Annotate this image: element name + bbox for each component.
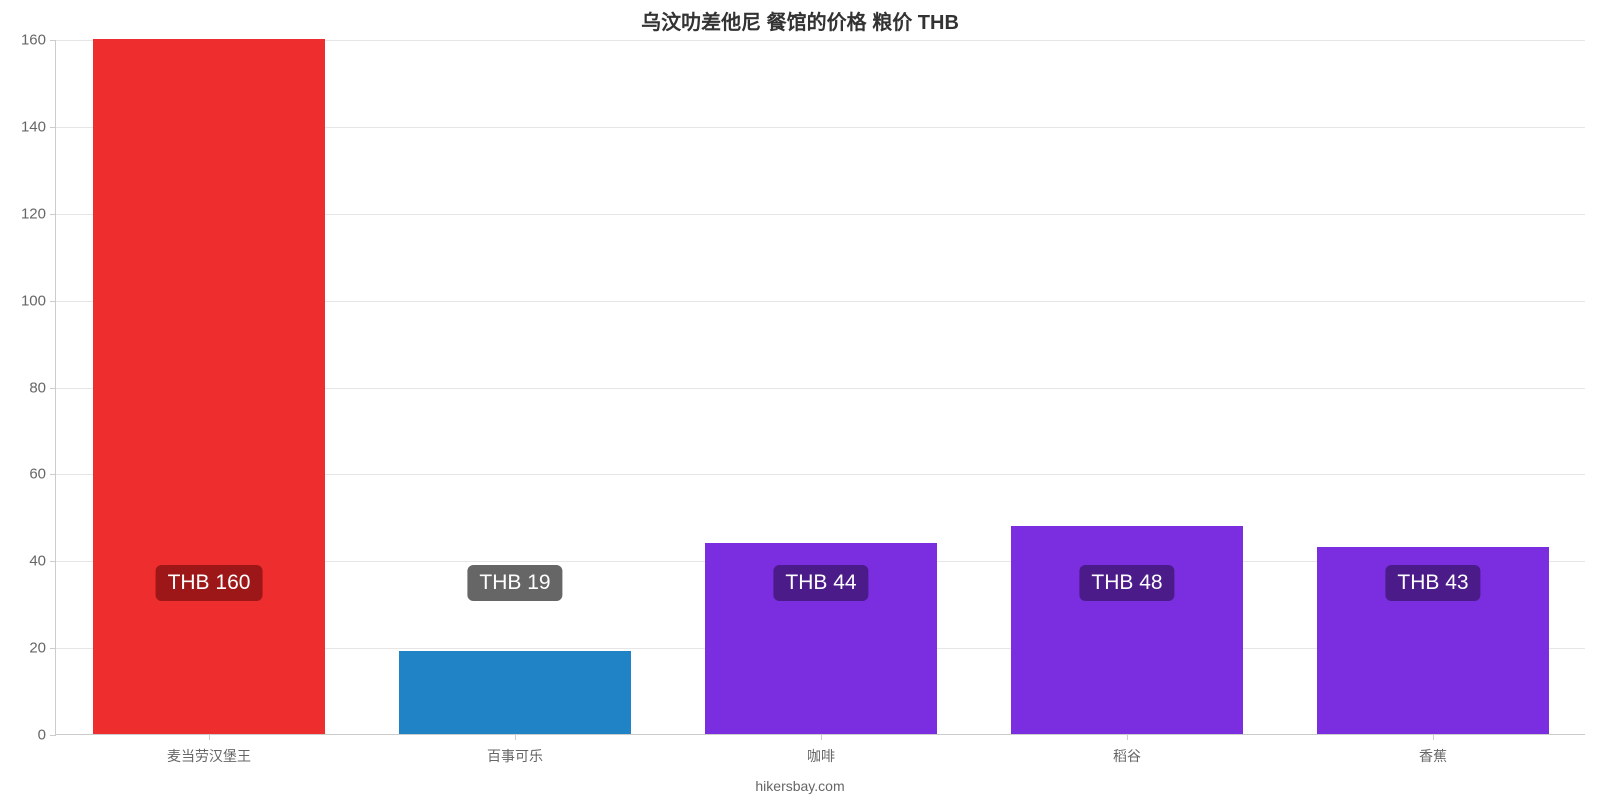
y-tick-label: 120 <box>21 205 56 222</box>
value-badge: THB 43 <box>1385 565 1480 601</box>
y-tick-label: 140 <box>21 118 56 135</box>
value-badge: THB 44 <box>773 565 868 601</box>
value-badge: THB 48 <box>1079 565 1174 601</box>
x-tick-label: 麦当劳汉堡王 <box>167 734 251 766</box>
y-tick-label: 100 <box>21 292 56 309</box>
y-tick-label: 20 <box>29 640 56 657</box>
y-tick-label: 0 <box>38 727 56 744</box>
value-badge: THB 19 <box>467 565 562 601</box>
x-tick-label: 香蕉 <box>1419 734 1447 766</box>
plot-area: 020406080100120140160麦当劳汉堡王THB 160百事可乐TH… <box>55 40 1585 735</box>
x-tick-label: 百事可乐 <box>487 734 543 766</box>
bar <box>399 651 632 734</box>
chart-caption: hikersbay.com <box>0 778 1600 794</box>
x-tick-label: 咖啡 <box>807 734 835 766</box>
chart-title: 乌汶叻差他尼 餐馆的价格 粮价 THB <box>0 6 1600 35</box>
bar <box>93 39 326 734</box>
bar <box>1011 526 1244 735</box>
y-tick-label: 80 <box>29 379 56 396</box>
y-tick-label: 40 <box>29 553 56 570</box>
y-tick-label: 160 <box>21 32 56 49</box>
value-badge: THB 160 <box>156 565 263 601</box>
x-tick-label: 稻谷 <box>1113 734 1141 766</box>
y-tick-label: 60 <box>29 466 56 483</box>
chart-container: 乌汶叻差他尼 餐馆的价格 粮价 THB 02040608010012014016… <box>0 0 1600 800</box>
